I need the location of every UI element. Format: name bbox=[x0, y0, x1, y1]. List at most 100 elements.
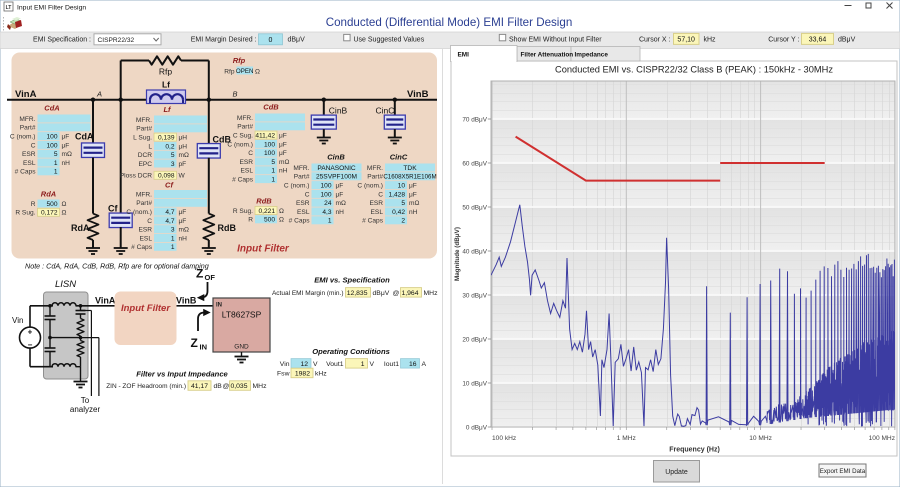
svg-text:ESR: ESR bbox=[239, 159, 253, 166]
svg-text:LT8627SP: LT8627SP bbox=[222, 310, 262, 320]
svg-text:ESR: ESR bbox=[296, 200, 310, 207]
svg-text:ESL: ESL bbox=[371, 209, 384, 216]
svg-text:MFR.: MFR. bbox=[136, 117, 152, 124]
svg-text:Export EMI Data: Export EMI Data bbox=[820, 468, 866, 475]
svg-text:RdA: RdA bbox=[71, 223, 90, 233]
svg-text:ESL: ESL bbox=[241, 168, 254, 175]
svg-text:Part#: Part# bbox=[136, 126, 152, 133]
svg-text:0: 0 bbox=[269, 37, 273, 44]
svg-text:3: 3 bbox=[171, 161, 175, 168]
svg-text:Part#: Part# bbox=[294, 174, 310, 181]
svg-text:MFR.: MFR. bbox=[367, 165, 383, 172]
svg-text:dBμV: dBμV bbox=[373, 290, 390, 297]
svg-text:dBμV: dBμV bbox=[288, 37, 306, 44]
svg-text:25SVPF100M: 25SVPF100M bbox=[316, 174, 357, 181]
svg-text:L Sug.: L Sug. bbox=[133, 135, 152, 142]
svg-text:Ω: Ω bbox=[255, 69, 260, 76]
svg-text:MFR.: MFR. bbox=[19, 116, 35, 123]
svg-text:μH: μH bbox=[179, 143, 188, 150]
svg-text:CdB: CdB bbox=[213, 135, 232, 145]
svg-text:Rfp: Rfp bbox=[224, 69, 235, 76]
svg-text:dB: dB bbox=[214, 383, 223, 390]
svg-text:EMI: EMI bbox=[458, 51, 470, 58]
svg-text:10 dBμV: 10 dBμV bbox=[462, 380, 487, 387]
svg-text:1: 1 bbox=[271, 168, 275, 175]
svg-text:60 dBμV: 60 dBμV bbox=[462, 160, 487, 167]
svg-text:μF: μF bbox=[62, 142, 70, 149]
svg-text:5: 5 bbox=[171, 152, 175, 159]
svg-text:C: C bbox=[305, 191, 310, 198]
svg-text:VinA: VinA bbox=[15, 89, 37, 100]
svg-text:Input Filter: Input Filter bbox=[121, 303, 171, 314]
svg-text:VinB: VinB bbox=[407, 89, 429, 100]
svg-text:A: A bbox=[96, 90, 102, 99]
svg-text:C (nom.): C (nom.) bbox=[10, 134, 36, 141]
svg-text:0,035: 0,035 bbox=[230, 383, 247, 390]
svg-text:V: V bbox=[313, 361, 318, 368]
svg-text:C (nom.): C (nom.) bbox=[227, 141, 253, 148]
svg-text:MFR.: MFR. bbox=[293, 165, 309, 172]
svg-text:100: 100 bbox=[46, 142, 57, 149]
svg-text:1: 1 bbox=[328, 218, 332, 225]
svg-text:1982: 1982 bbox=[295, 371, 310, 378]
svg-text:R: R bbox=[248, 217, 253, 224]
svg-text:ESR: ESR bbox=[138, 227, 152, 234]
svg-text:Vout1: Vout1 bbox=[326, 361, 344, 368]
svg-text:1: 1 bbox=[171, 244, 175, 251]
svg-text:EMI Margin Desired :: EMI Margin Desired : bbox=[191, 37, 257, 44]
svg-text:IN: IN bbox=[200, 343, 208, 352]
svg-text:C Sug.: C Sug. bbox=[233, 133, 253, 140]
svg-text:33,64: 33,64 bbox=[809, 37, 827, 44]
svg-text:nH: nH bbox=[409, 209, 418, 216]
svg-text:W: W bbox=[179, 173, 186, 180]
svg-text:Cf: Cf bbox=[108, 204, 118, 214]
svg-text:500: 500 bbox=[264, 217, 275, 224]
svg-text:1: 1 bbox=[171, 235, 175, 242]
svg-text:μF: μF bbox=[409, 183, 417, 190]
svg-text:TDK: TDK bbox=[403, 165, 417, 172]
svg-text:μF: μF bbox=[279, 150, 287, 157]
svg-text:C1608X5R1E106M: C1608X5R1E106M bbox=[383, 174, 436, 181]
svg-text:0,221: 0,221 bbox=[258, 208, 275, 215]
svg-text:411,42: 411,42 bbox=[255, 133, 275, 140]
svg-text:μF: μF bbox=[336, 183, 344, 190]
svg-text:DCR: DCR bbox=[138, 152, 153, 159]
svg-text:10: 10 bbox=[398, 183, 406, 190]
svg-text:4,7: 4,7 bbox=[165, 218, 174, 225]
svg-text:# Caps: # Caps bbox=[15, 169, 37, 176]
svg-text:ESL: ESL bbox=[297, 209, 310, 216]
svg-text:PANASONIC: PANASONIC bbox=[317, 165, 356, 172]
svg-text:Rfp: Rfp bbox=[233, 56, 246, 65]
svg-text:4,3: 4,3 bbox=[322, 209, 331, 216]
svg-text:R Sug.: R Sug. bbox=[233, 208, 253, 215]
svg-text:Part#: Part# bbox=[367, 174, 383, 181]
svg-text:0,172: 0,172 bbox=[41, 210, 58, 217]
svg-text:Actual EMI Margin (min.): Actual EMI Margin (min.) bbox=[272, 290, 344, 297]
svg-text:41,17: 41,17 bbox=[191, 383, 208, 390]
svg-text:Operating Conditions: Operating Conditions bbox=[312, 347, 390, 356]
svg-text:Filter Attenuation: Filter Attenuation bbox=[521, 51, 574, 58]
svg-text:nH: nH bbox=[62, 160, 71, 167]
svg-text:100: 100 bbox=[264, 150, 275, 157]
svg-text:ESR: ESR bbox=[22, 151, 36, 158]
svg-text:ESR: ESR bbox=[369, 200, 383, 207]
svg-text:ZIN - ZOF Headroom (min.): ZIN - ZOF Headroom (min.) bbox=[106, 383, 186, 390]
svg-text:1: 1 bbox=[54, 160, 58, 167]
svg-text:kHz: kHz bbox=[315, 370, 327, 377]
svg-text:C (nom.): C (nom.) bbox=[284, 183, 310, 190]
svg-text:C: C bbox=[378, 191, 383, 198]
svg-text:nH: nH bbox=[179, 235, 188, 242]
svg-text:R: R bbox=[31, 201, 36, 208]
svg-text:CinC: CinC bbox=[390, 153, 408, 162]
svg-text:16: 16 bbox=[409, 361, 417, 368]
svg-text:μF: μF bbox=[279, 133, 287, 140]
svg-text:Vin: Vin bbox=[12, 316, 23, 325]
svg-text:MFR.: MFR. bbox=[237, 115, 253, 122]
svg-text:C (nom.): C (nom.) bbox=[126, 209, 152, 216]
svg-text:mΩ: mΩ bbox=[179, 152, 189, 159]
svg-text:Iout1: Iout1 bbox=[384, 361, 399, 368]
svg-text:Cursor Y :: Cursor Y : bbox=[768, 37, 799, 44]
svg-text:5: 5 bbox=[271, 159, 275, 166]
svg-text:# Caps: # Caps bbox=[289, 218, 311, 225]
svg-text:dBμV: dBμV bbox=[838, 37, 856, 44]
